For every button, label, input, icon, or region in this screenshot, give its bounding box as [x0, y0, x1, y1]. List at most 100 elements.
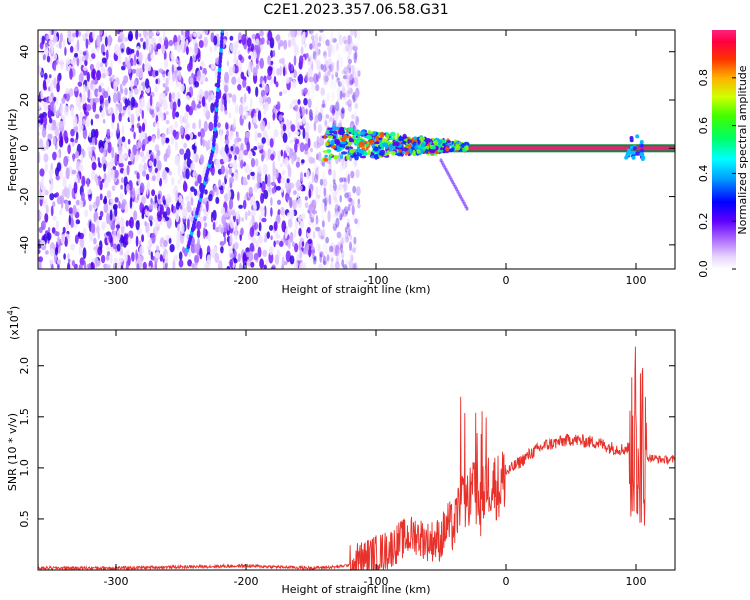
noise-cell [349, 241, 352, 252]
noise-cell [308, 57, 311, 62]
noise-cell [323, 203, 328, 210]
noise-cell [321, 103, 326, 108]
noise-cell [318, 36, 322, 42]
noise-cell [179, 125, 184, 136]
noise-cell [65, 167, 70, 180]
noise-cell [318, 64, 323, 72]
noise-cell [296, 30, 302, 36]
noise-cell [64, 236, 68, 247]
noise-cell [262, 163, 268, 175]
noise-cell [62, 226, 66, 234]
noise-cell [308, 203, 314, 213]
track-cell [220, 30, 225, 33]
noise-cell [241, 34, 247, 46]
carrier-cell [330, 139, 335, 145]
noise-cell [111, 185, 116, 192]
carrier-cell [442, 143, 446, 147]
noise-cell [255, 239, 260, 248]
noise-cell [145, 56, 148, 68]
noise-cell [103, 172, 107, 181]
noise-cell [328, 194, 332, 205]
noise-cell [135, 105, 140, 118]
noise-cell [334, 115, 337, 127]
noise-cell [185, 104, 190, 112]
snr-xtick-label: -300 [104, 575, 129, 588]
noise-cell [296, 197, 303, 209]
noise-cell [321, 220, 325, 228]
noise-cell [329, 37, 335, 42]
carrier-cell [386, 150, 390, 155]
noise-cell [100, 146, 104, 154]
noise-cell [309, 211, 312, 220]
noise-cell [115, 215, 120, 224]
noise-cell [351, 64, 355, 75]
noise-cell [344, 259, 350, 265]
noise-cell [256, 63, 259, 70]
noise-cell [322, 99, 325, 109]
colorbar-tick-label: 0.8 [697, 69, 710, 87]
noise-cell [54, 246, 59, 256]
noise-cell [45, 42, 48, 48]
noise-cell [238, 104, 244, 116]
noise-cell [154, 167, 159, 174]
noise-cell [142, 83, 146, 91]
noise-cell [135, 30, 139, 40]
noise-cell [38, 131, 41, 137]
noise-cell [255, 38, 260, 46]
noise-cell [93, 211, 99, 222]
noise-cell [203, 36, 208, 48]
noise-cell [128, 30, 133, 42]
noise-cell [316, 170, 320, 177]
noise-cell [77, 96, 82, 107]
noise-cell [322, 115, 327, 123]
noise-cell [133, 210, 138, 221]
noise-cell [130, 79, 134, 91]
noise-cell [313, 141, 317, 149]
noise-cell [106, 251, 111, 256]
noise-cell [339, 77, 344, 88]
noise-cell [326, 168, 330, 173]
noise-cell [41, 127, 47, 138]
noise-cell [108, 107, 112, 114]
noise-cell [257, 246, 262, 258]
noise-cell [113, 80, 118, 93]
noise-cell [82, 84, 86, 94]
noise-cell [92, 101, 97, 113]
noise-cell [291, 155, 295, 165]
noise-cell [308, 156, 314, 164]
noise-cell [152, 174, 156, 182]
noise-cell [328, 245, 334, 253]
noise-cell [303, 143, 309, 152]
noise-cell [342, 184, 346, 194]
noise-cell [230, 145, 234, 152]
noise-cell [53, 77, 57, 89]
noise-cell [212, 221, 216, 231]
noise-cell [339, 248, 343, 254]
noise-cell [309, 96, 314, 101]
noise-cell [69, 45, 74, 53]
carrier-cell [455, 141, 460, 145]
noise-cell [49, 74, 52, 79]
noise-cell [319, 112, 325, 121]
carrier-cell [341, 136, 347, 142]
noise-cell [338, 152, 342, 163]
noise-cell [319, 178, 324, 186]
carrier-cell [407, 138, 411, 145]
noise-cell [116, 91, 121, 103]
noise-cell [139, 182, 145, 194]
noise-cell [282, 132, 288, 143]
noise-cell [244, 163, 250, 174]
noise-cell [248, 121, 251, 131]
noise-cell [106, 190, 112, 199]
noise-cell [318, 263, 323, 269]
noise-cell [52, 216, 57, 221]
noise-cell [356, 30, 361, 41]
noise-cell [347, 203, 351, 212]
noise-cell [163, 112, 167, 121]
noise-cell [232, 158, 238, 171]
noise-cell [203, 215, 207, 222]
noise-cell [266, 180, 271, 187]
noise-cell [176, 231, 181, 243]
noise-cell [339, 177, 343, 183]
noise-cell [333, 182, 337, 192]
